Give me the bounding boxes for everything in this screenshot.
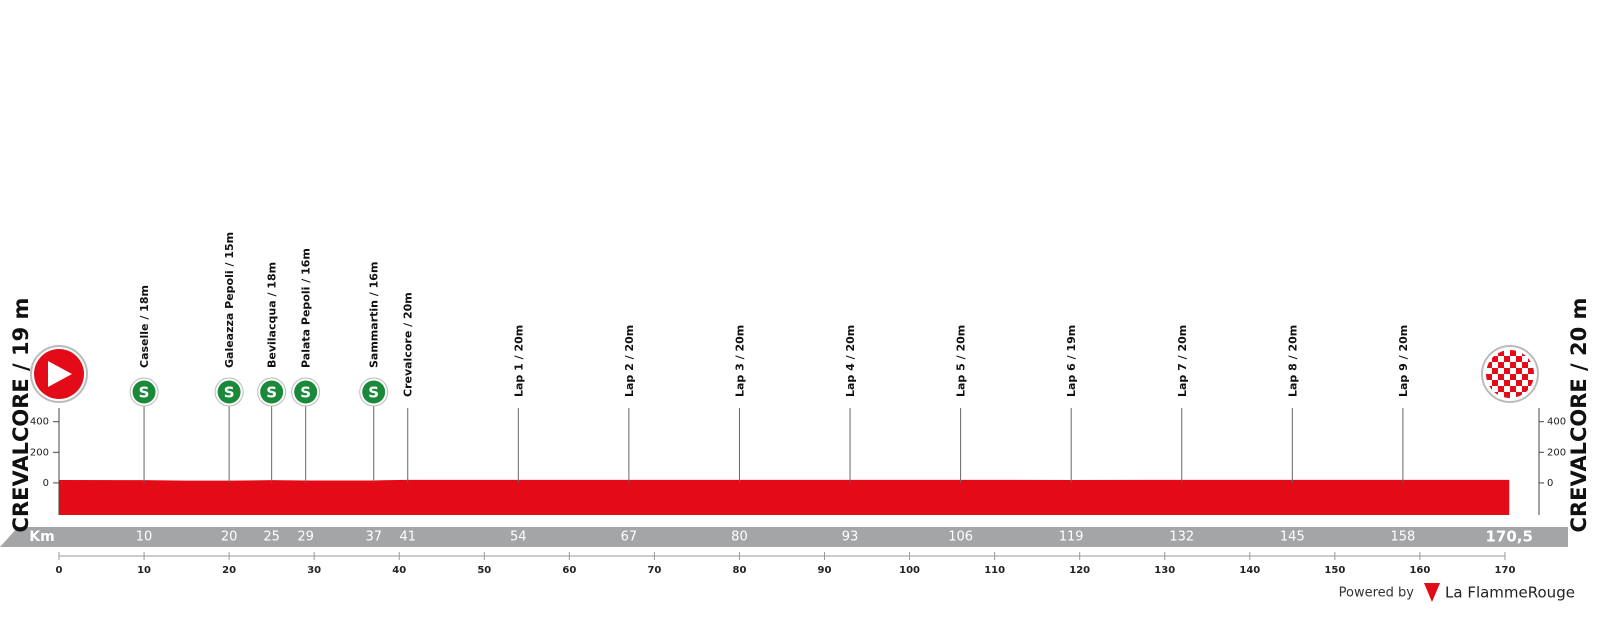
sprint-symbol: S	[139, 384, 150, 402]
x-tick-label: 120	[1069, 565, 1090, 576]
x-tick-label: 160	[1409, 565, 1430, 576]
x-tick-label: 90	[818, 565, 832, 576]
x-tick-label: 50	[477, 565, 491, 576]
y-tick-label: 200	[30, 447, 49, 458]
sprint-icon-fill	[294, 380, 318, 404]
finish-icon	[1481, 345, 1539, 403]
x-tick-label: 60	[562, 565, 576, 576]
km-marker: 41	[399, 530, 416, 545]
x-tick-label: 70	[647, 565, 661, 576]
waypoint-label: Lap 8 / 20m	[1286, 325, 1299, 397]
y-tick-label-right: 400	[1547, 417, 1566, 428]
km-marker: 170,5	[1486, 528, 1533, 546]
x-tick-label: 30	[307, 565, 321, 576]
profile-area	[59, 479, 1510, 515]
x-tick-label: 20	[222, 565, 236, 576]
sprint-icon-fill	[217, 380, 241, 404]
waypoint-label: Sammartin / 16m	[368, 262, 381, 368]
km-marker: 158	[1390, 530, 1415, 545]
km-marker: 10	[136, 530, 153, 545]
x-tick-label: 130	[1154, 565, 1175, 576]
finish-label: CREVALCORE / 20 m	[1567, 298, 1591, 533]
x-tick-label: 150	[1324, 565, 1345, 576]
x-tick-label: 80	[732, 565, 746, 576]
y-tick-label-right: 200	[1547, 447, 1566, 458]
km-marker: 25	[263, 530, 280, 545]
waypoint-label: Lap 1 / 20m	[512, 325, 525, 397]
sprint-symbol: S	[224, 384, 235, 402]
sprint-symbol: S	[266, 384, 277, 402]
waypoint-label: Bevilacqua / 18m	[266, 262, 279, 368]
km-marker: 54	[510, 530, 527, 545]
km-marker: 29	[297, 530, 314, 545]
credit-prefix: Powered by	[1339, 586, 1415, 601]
sprint-symbol: S	[368, 384, 379, 402]
sprint-icon-fill	[362, 380, 386, 404]
sprint-icon-fill	[260, 380, 284, 404]
km-marker: 37	[365, 530, 382, 545]
km-marker: 67	[621, 530, 638, 545]
y-tick-label: 0	[43, 478, 49, 489]
km-marker: 80	[731, 530, 748, 545]
sprint-icon-fill	[132, 380, 156, 404]
km-label: Km	[29, 529, 54, 545]
waypoint-label: Galeazza Pepoli / 15m	[223, 232, 236, 368]
waypoint-label: Lap 4 / 20m	[844, 325, 857, 397]
x-tick-label: 110	[984, 565, 1005, 576]
start-icon	[30, 345, 88, 403]
x-tick-label: 140	[1239, 565, 1260, 576]
x-tick-label: 40	[392, 565, 406, 576]
y-tick-label: 400	[30, 417, 49, 428]
km-marker: 20	[221, 530, 238, 545]
km-marker: 106	[948, 530, 973, 545]
x-tick-label: 170	[1495, 565, 1516, 576]
waypoint-label: Lap 5 / 20m	[955, 325, 968, 397]
waypoint-label: Caselle / 18m	[138, 285, 151, 368]
km-marker: 119	[1059, 530, 1084, 545]
waypoint-label: Palata Pepoli / 16m	[300, 248, 313, 368]
km-marker: 145	[1280, 530, 1305, 545]
waypoint-label: Lap 7 / 20m	[1176, 325, 1189, 397]
km-band	[0, 527, 1568, 547]
y-tick-label-right: 0	[1547, 478, 1553, 489]
x-tick-label: 10	[137, 565, 151, 576]
sprint-symbol: S	[300, 384, 311, 402]
km-marker: 132	[1169, 530, 1194, 545]
start-label: CREVALCORE / 19 m	[9, 298, 33, 533]
waypoint-label: Lap 6 / 19m	[1065, 325, 1078, 397]
waypoint-label: Lap 9 / 20m	[1397, 325, 1410, 397]
x-tick-label: 100	[899, 565, 920, 576]
waypoint-label: Lap 2 / 20m	[623, 325, 636, 397]
x-tick-label: 0	[56, 565, 63, 576]
credit-logo	[1424, 583, 1440, 602]
km-marker: 93	[842, 530, 859, 545]
waypoint-label: Crevalcore / 20m	[402, 292, 415, 397]
waypoint-label: Lap 3 / 20m	[733, 325, 746, 397]
credit-brand: La FlammeRouge	[1445, 584, 1575, 602]
